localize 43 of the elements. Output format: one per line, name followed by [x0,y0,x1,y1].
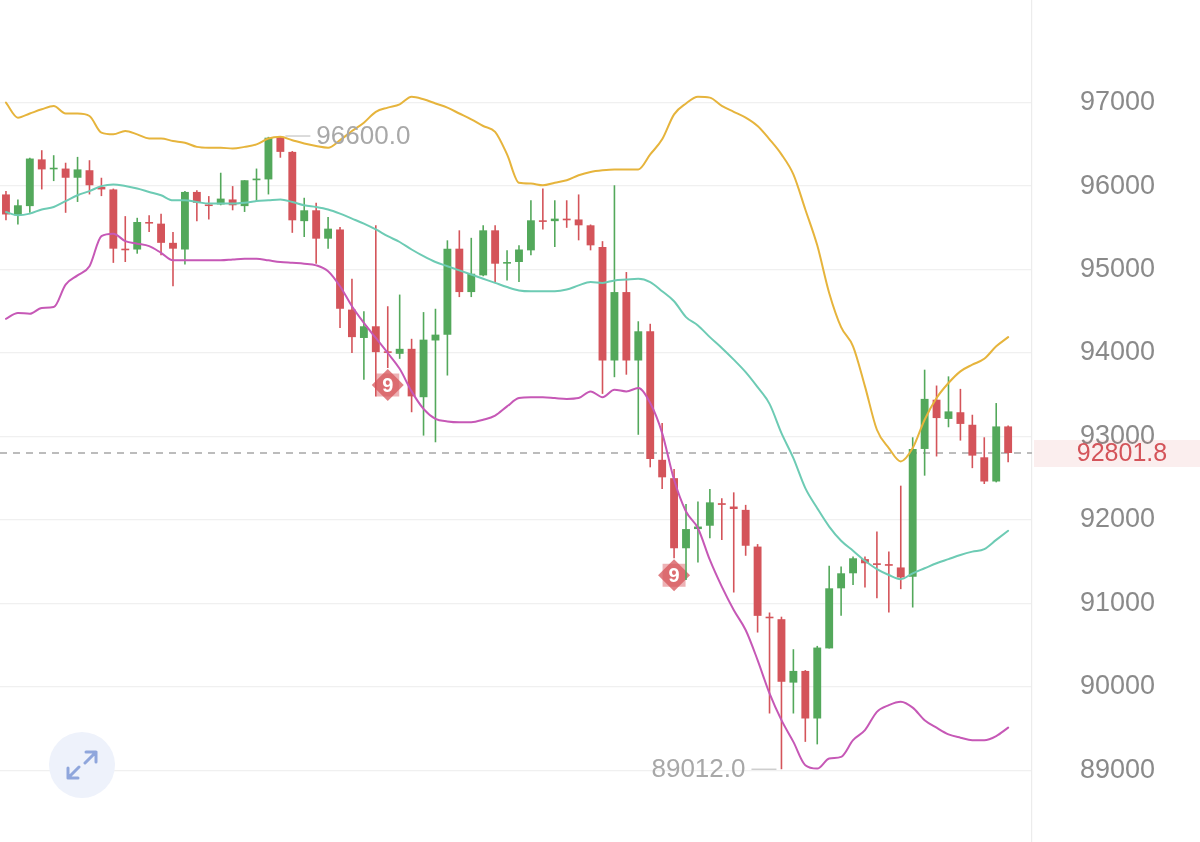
candlestick [956,388,965,442]
annotation: 9 [382,373,394,396]
line-series [4,95,1010,463]
line-series [4,183,1010,581]
y-tick-label: 89000 [1080,753,1156,784]
candlestick [658,422,667,490]
candlestick [61,161,70,214]
candlestick [37,149,46,191]
candlestick [849,555,857,586]
candlestick [300,196,309,238]
candlestick [467,237,476,298]
candlestick [157,212,165,257]
candlestick [169,231,177,288]
candlestick [682,503,690,581]
candlestick [538,187,547,231]
candlestick [837,565,846,617]
candlestick [717,497,726,541]
candlestick [73,156,82,203]
candlestick [944,375,953,429]
candlestick [705,488,714,540]
candlestick [515,244,523,283]
y-tick-label: 97000 [1080,86,1156,117]
y-tick-label: 96000 [1080,169,1156,200]
candlestick [896,484,905,590]
candlestick [503,249,511,282]
candlestick [789,648,798,715]
candlestick [359,310,368,381]
candlestick [324,216,333,250]
y-tick-label: 92000 [1080,503,1156,534]
candlestick [395,293,404,360]
y-tick-label: 90000 [1080,670,1156,701]
y-tick-label: 91000 [1080,586,1156,617]
candlestick [2,190,10,222]
y-tick-label: 95000 [1080,252,1156,283]
candlestick [574,193,583,242]
y-tick-label: 94000 [1080,336,1156,367]
candlestick [13,198,22,226]
candlestick [872,530,881,600]
candlestick [586,223,595,252]
candlestick [145,214,154,233]
candlestick [884,550,893,614]
annotation: 9 [668,563,680,586]
annotation: 89012.0 [651,753,746,784]
